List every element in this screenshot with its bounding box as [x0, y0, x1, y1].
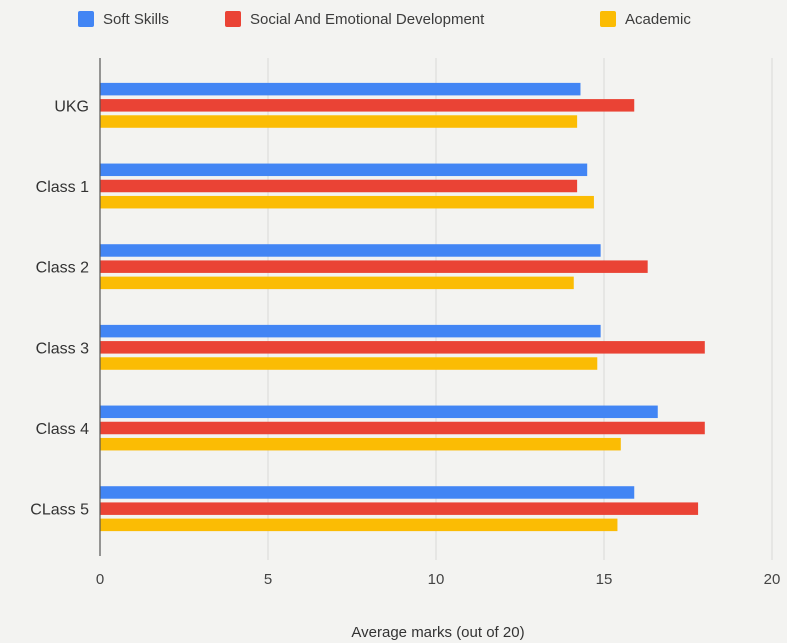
legend-item-soft-skills[interactable]: Soft Skills — [78, 6, 169, 32]
legend-swatch-academic — [600, 11, 616, 27]
bar-class-2-social-and-emotional-development — [100, 260, 648, 273]
legend-item-academic[interactable]: Academic — [600, 6, 691, 32]
bars-layer — [100, 82, 705, 532]
y-tick-label-class-5: CLass 5 — [30, 502, 89, 519]
legend-label-academic: Academic — [625, 10, 691, 28]
legend-label-social-emotional: Social And Emotional Development — [250, 10, 485, 28]
bar-class-1-academic — [100, 195, 594, 209]
bar-class-4-soft-skills — [100, 405, 658, 419]
bar-class-1-social-and-emotional-development — [100, 179, 578, 193]
x-tick-label-0: 0 — [96, 571, 104, 588]
bar-class-5-academic — [100, 518, 618, 532]
legend: Soft Skills Social And Emotional Develop… — [0, 6, 787, 32]
labels-layer: 0 5 10 15 20 UKG Class 1 Class 2 Class 3 Class 4 C… — [30, 98, 780, 588]
x-tick-label-20: 20 — [764, 571, 781, 588]
x-tick-label-10: 10 — [428, 571, 445, 588]
y-tick-label-class-4: Class 4 — [36, 421, 89, 438]
legend-item-social-emotional[interactable]: Social And Emotional Development — [225, 6, 484, 32]
bar-class-4-academic — [100, 437, 621, 451]
bar-ukg-soft-skills — [100, 82, 581, 96]
bar-class-1-soft-skills — [100, 163, 588, 177]
x-axis-title: Average marks (out of 20) — [351, 624, 524, 641]
bar-class-3-social-and-emotional-development — [100, 341, 705, 354]
bar-ukg-academic — [100, 115, 578, 128]
bar-ukg-social-and-emotional-development — [100, 99, 635, 112]
x-tick-label-15: 15 — [596, 571, 613, 588]
x-tick-label-5: 5 — [264, 571, 272, 588]
y-tick-label-class-1: Class 1 — [36, 179, 89, 196]
bar-class-4-social-and-emotional-development — [100, 421, 705, 435]
y-tick-label-class-3: Class 3 — [36, 340, 89, 357]
grid-layer — [267, 58, 773, 560]
legend-label-soft-skills: Soft Skills — [103, 10, 169, 28]
legend-swatch-social-emotional — [225, 11, 241, 27]
bar-class-3-soft-skills — [100, 324, 601, 338]
legend-swatch-soft-skills — [78, 11, 94, 27]
bar-class-3-academic — [100, 357, 598, 370]
bar-class-5-soft-skills — [100, 486, 635, 499]
y-tick-label-ukg: UKG — [54, 98, 89, 115]
y-tick-label-class-2: Class 2 — [36, 260, 89, 277]
bar-class-2-academic — [100, 276, 574, 290]
bar-class-5-social-and-emotional-development — [100, 502, 699, 515]
bar-class-2-soft-skills — [100, 244, 601, 257]
